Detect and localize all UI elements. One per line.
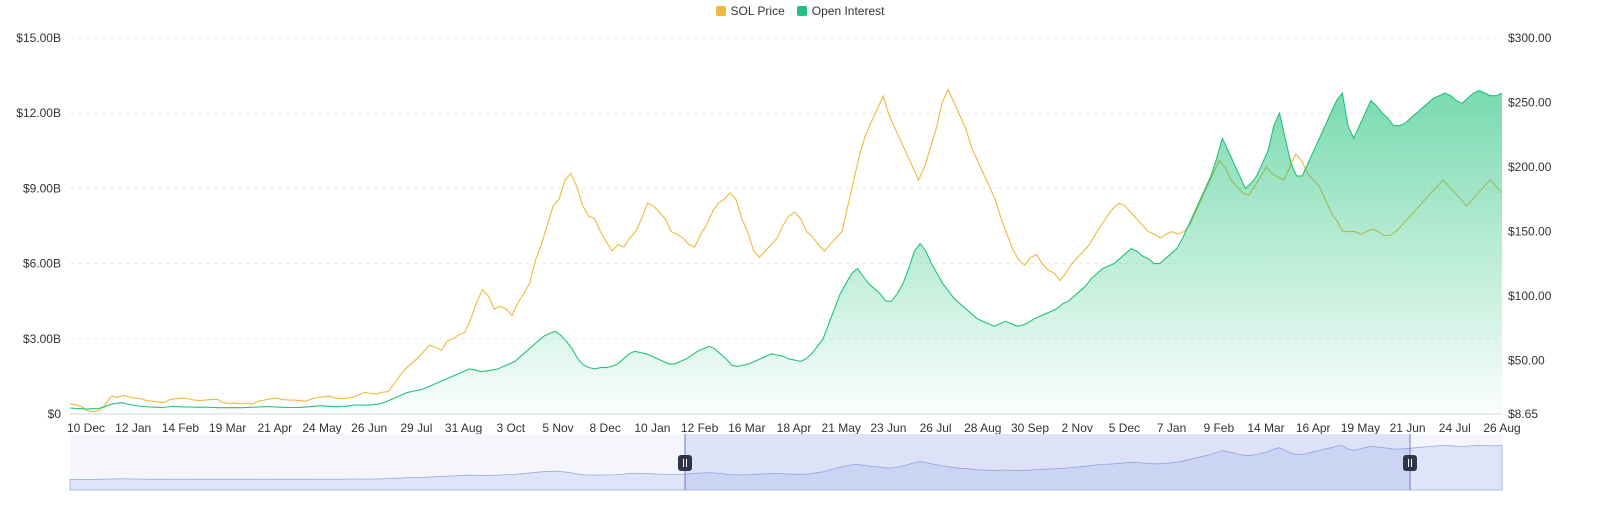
- x-tick-label: 16 Apr: [1296, 421, 1331, 435]
- x-tick-label: 3 Oct: [496, 421, 525, 435]
- navigator-handle-left[interactable]: [678, 455, 692, 471]
- x-tick-label: 12 Feb: [681, 421, 719, 435]
- y-axis-left: $0 $3.00B $6.00B $9.00B $12.00B $15.00B: [16, 31, 61, 421]
- y-left-tick-label: $12.00B: [16, 106, 61, 120]
- x-tick-label: 10 Dec: [67, 421, 105, 435]
- x-tick-label: 14 Feb: [162, 421, 200, 435]
- x-tick-label: 23 Jun: [870, 421, 906, 435]
- navigator-series: [69, 444, 1503, 491]
- legend-label-open-interest: Open Interest: [811, 4, 885, 18]
- x-tick-label: 16 Mar: [728, 421, 765, 435]
- x-tick-label: 8 Dec: [590, 421, 621, 435]
- x-tick-label: 21 Jun: [1390, 421, 1426, 435]
- y-left-tick-label: $6.00B: [23, 257, 61, 271]
- legend-item-open-interest[interactable]: Open Interest: [796, 4, 885, 18]
- x-tick-label: 7 Jan: [1157, 421, 1186, 435]
- navigator-handle-right[interactable]: [1403, 455, 1417, 471]
- x-tick-label: 12 Jan: [115, 421, 151, 435]
- legend-swatch-sol-price: [715, 6, 726, 16]
- y-left-tick-label: $15.00B: [16, 31, 61, 45]
- x-tick-label: 5 Dec: [1109, 421, 1140, 435]
- y-axis-right: $8.65 $50.00 $100.00 $150.00 $200.00 $250.00 $…: [1508, 31, 1552, 421]
- x-tick-label: 24 May: [302, 421, 341, 435]
- y-left-tick-label: $9.00B: [23, 181, 61, 195]
- x-tick-label: 18 Apr: [777, 421, 812, 435]
- y-right-tick-label: $200.00: [1508, 160, 1552, 174]
- y-right-tick-label: $100.00: [1508, 289, 1552, 303]
- navigator-selection[interactable]: [685, 434, 1410, 490]
- x-tick-label: 24 Jul: [1439, 421, 1471, 435]
- x-tick-label: 26 Jul: [920, 421, 952, 435]
- series-group: [69, 88, 1503, 414]
- x-tick-label: 31 Aug: [445, 421, 482, 435]
- x-tick-label: 9 Feb: [1203, 421, 1234, 435]
- x-tick-label: 2 Nov: [1062, 421, 1093, 435]
- x-tick-label: 30 Sep: [1011, 421, 1049, 435]
- x-tick-label: 29 Jul: [400, 421, 432, 435]
- x-tick-label: 5 Nov: [542, 421, 573, 435]
- legend-item-sol-price[interactable]: SOL Price: [715, 4, 785, 18]
- range-navigator[interactable]: [69, 434, 1503, 491]
- y-right-tick-label: $8.65: [1508, 407, 1538, 421]
- x-tick-label: 19 Mar: [209, 421, 246, 435]
- x-tick-label: 21 Apr: [257, 421, 292, 435]
- x-tick-label: 26 Jun: [351, 421, 387, 435]
- y-right-tick-label: $250.00: [1508, 96, 1552, 110]
- y-right-tick-label: $300.00: [1508, 31, 1552, 45]
- x-tick-label: 28 Aug: [964, 421, 1001, 435]
- x-tick-label: 26 Aug: [1483, 421, 1520, 435]
- x-axis: 10 Dec 12 Jan 14 Feb 19 Mar 21 Apr 24 May 26 J…: [67, 421, 1521, 435]
- legend-label-sol-price: SOL Price: [730, 4, 785, 18]
- y-left-tick-label: $3.00B: [23, 332, 61, 346]
- chart-legend: SOL Price Open Interest: [0, 4, 1600, 18]
- y-right-tick-label: $150.00: [1508, 225, 1552, 239]
- open-interest-area: [70, 90, 1502, 414]
- open-interest-line: [69, 89, 1503, 410]
- legend-swatch-open-interest: [796, 6, 807, 16]
- x-tick-label: 14 Mar: [1247, 421, 1284, 435]
- x-tick-label: 19 May: [1341, 421, 1380, 435]
- y-right-tick-label: $50.00: [1508, 354, 1545, 368]
- x-tick-label: 10 Jan: [634, 421, 670, 435]
- y-left-tick-label: $0: [48, 407, 62, 421]
- x-tick-label: 21 May: [822, 421, 861, 435]
